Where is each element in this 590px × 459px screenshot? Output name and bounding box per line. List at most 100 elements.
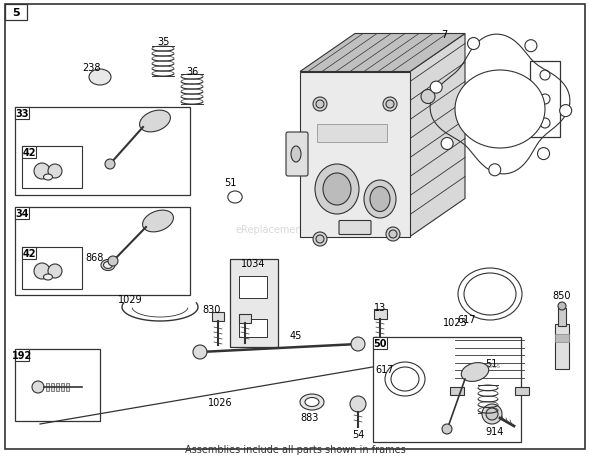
Circle shape <box>32 381 44 393</box>
Bar <box>22 247 36 259</box>
Text: Assemblies include all parts shown in frames: Assemblies include all parts shown in fr… <box>185 444 405 454</box>
Circle shape <box>430 82 442 94</box>
FancyBboxPatch shape <box>221 184 249 212</box>
Text: BRIGGS: BRIGGS <box>340 131 364 136</box>
Circle shape <box>386 228 400 241</box>
Ellipse shape <box>101 260 115 271</box>
Bar <box>373 337 521 442</box>
Bar <box>212 312 224 321</box>
Text: 914: 914 <box>486 426 504 436</box>
Circle shape <box>351 337 365 351</box>
Bar <box>317 125 387 143</box>
Bar <box>239 276 267 298</box>
Text: 192: 192 <box>12 350 32 360</box>
Bar <box>66 383 69 391</box>
Text: eReplacementParts.com: eReplacementParts.com <box>235 224 355 235</box>
Text: 868: 868 <box>86 252 104 263</box>
Bar <box>15 349 100 421</box>
Polygon shape <box>527 317 556 387</box>
Text: 850: 850 <box>553 291 571 300</box>
Ellipse shape <box>89 70 111 86</box>
Bar <box>22 147 36 159</box>
Text: 33: 33 <box>15 109 29 119</box>
Bar <box>555 325 569 369</box>
Circle shape <box>34 263 50 280</box>
Circle shape <box>558 302 566 310</box>
Polygon shape <box>300 73 410 237</box>
Bar <box>22 147 82 189</box>
Bar <box>5 5 27 21</box>
Bar <box>56 383 59 391</box>
Bar <box>451 387 464 395</box>
Polygon shape <box>300 34 465 73</box>
Circle shape <box>540 95 550 105</box>
Text: 1023: 1023 <box>442 317 467 327</box>
Ellipse shape <box>44 274 53 280</box>
Circle shape <box>389 230 397 239</box>
Bar <box>230 259 278 347</box>
Bar <box>22 247 82 289</box>
Ellipse shape <box>364 180 396 218</box>
Bar <box>373 337 387 349</box>
Circle shape <box>316 101 324 109</box>
Circle shape <box>540 71 550 81</box>
Text: 617: 617 <box>458 314 476 325</box>
Circle shape <box>105 160 115 170</box>
Text: 7: 7 <box>441 30 447 40</box>
Circle shape <box>560 106 572 118</box>
Text: 51: 51 <box>224 178 236 188</box>
Bar <box>15 108 29 120</box>
Bar <box>61 383 64 391</box>
Ellipse shape <box>305 397 319 407</box>
Circle shape <box>486 408 498 420</box>
Text: 883: 883 <box>301 412 319 422</box>
Circle shape <box>442 424 452 434</box>
Text: 13: 13 <box>374 302 386 312</box>
Bar <box>15 349 29 361</box>
Text: 617: 617 <box>376 364 394 374</box>
Bar <box>530 62 560 138</box>
Circle shape <box>48 165 62 179</box>
Text: 51: 51 <box>485 358 497 368</box>
Text: BRIGGS: BRIGGS <box>480 364 500 369</box>
Circle shape <box>467 39 480 50</box>
Ellipse shape <box>315 165 359 214</box>
Text: 54: 54 <box>352 429 364 439</box>
Ellipse shape <box>391 367 419 391</box>
Circle shape <box>489 164 501 176</box>
Ellipse shape <box>461 363 489 381</box>
Bar <box>46 383 49 391</box>
Bar <box>15 108 190 196</box>
Ellipse shape <box>458 269 522 320</box>
Circle shape <box>537 148 549 160</box>
Circle shape <box>383 98 397 112</box>
Text: 36: 36 <box>186 67 198 77</box>
Circle shape <box>386 101 394 109</box>
Ellipse shape <box>455 71 545 149</box>
Bar <box>239 319 267 337</box>
Bar <box>51 383 54 391</box>
Bar <box>516 387 529 395</box>
Ellipse shape <box>323 174 351 206</box>
Circle shape <box>48 264 62 279</box>
Ellipse shape <box>385 362 425 396</box>
Circle shape <box>193 345 207 359</box>
Bar <box>15 207 190 295</box>
FancyBboxPatch shape <box>286 133 308 177</box>
Text: 34: 34 <box>15 208 29 218</box>
Circle shape <box>108 257 118 266</box>
Text: 238: 238 <box>82 63 100 73</box>
Ellipse shape <box>44 174 53 180</box>
Circle shape <box>525 40 537 53</box>
Ellipse shape <box>143 211 173 232</box>
Text: 45: 45 <box>290 330 302 340</box>
Text: 1034: 1034 <box>241 258 266 269</box>
FancyBboxPatch shape <box>339 221 371 235</box>
Bar <box>555 334 569 342</box>
Polygon shape <box>410 34 465 237</box>
Text: 1029: 1029 <box>117 294 142 304</box>
Circle shape <box>34 164 50 179</box>
Circle shape <box>350 396 366 412</box>
Circle shape <box>441 138 453 150</box>
Text: 830: 830 <box>203 304 221 314</box>
